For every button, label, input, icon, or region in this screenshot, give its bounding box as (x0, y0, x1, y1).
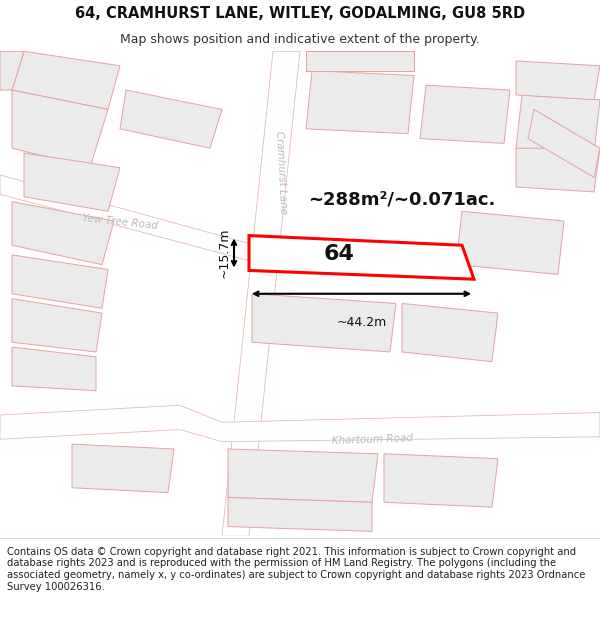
Polygon shape (384, 454, 498, 507)
Text: 64: 64 (323, 244, 355, 264)
Polygon shape (222, 51, 300, 536)
Polygon shape (12, 90, 108, 168)
Polygon shape (0, 175, 273, 267)
Polygon shape (249, 236, 474, 279)
Polygon shape (0, 405, 600, 442)
Text: ~288m²/~0.071ac.: ~288m²/~0.071ac. (308, 190, 496, 208)
Text: Yew Tree Road: Yew Tree Road (82, 213, 158, 231)
Polygon shape (12, 347, 96, 391)
Text: Contains OS data © Crown copyright and database right 2021. This information is : Contains OS data © Crown copyright and d… (7, 547, 586, 592)
Polygon shape (12, 299, 102, 352)
Polygon shape (516, 61, 600, 100)
Polygon shape (120, 90, 222, 148)
Polygon shape (456, 211, 564, 274)
Text: Map shows position and indicative extent of the property.: Map shows position and indicative extent… (120, 34, 480, 46)
Polygon shape (252, 294, 396, 352)
Polygon shape (516, 95, 600, 153)
Polygon shape (12, 255, 108, 308)
Text: 64, CRAMHURST LANE, WITLEY, GODALMING, GU8 5RD: 64, CRAMHURST LANE, WITLEY, GODALMING, G… (75, 6, 525, 21)
Polygon shape (528, 109, 600, 178)
Text: ~15.7m: ~15.7m (218, 228, 231, 278)
Polygon shape (306, 71, 414, 134)
Polygon shape (72, 444, 174, 493)
Text: Khartoum Road: Khartoum Road (331, 433, 413, 446)
Polygon shape (516, 148, 600, 192)
Polygon shape (12, 202, 114, 264)
Polygon shape (402, 304, 498, 362)
Polygon shape (12, 51, 120, 109)
Polygon shape (420, 85, 510, 143)
Polygon shape (24, 153, 120, 211)
Text: Cramhurst Lane: Cramhurst Lane (274, 131, 288, 214)
Polygon shape (228, 498, 372, 531)
Polygon shape (228, 449, 378, 503)
Text: ~44.2m: ~44.2m (337, 316, 386, 329)
Polygon shape (306, 51, 414, 71)
Polygon shape (0, 51, 24, 90)
